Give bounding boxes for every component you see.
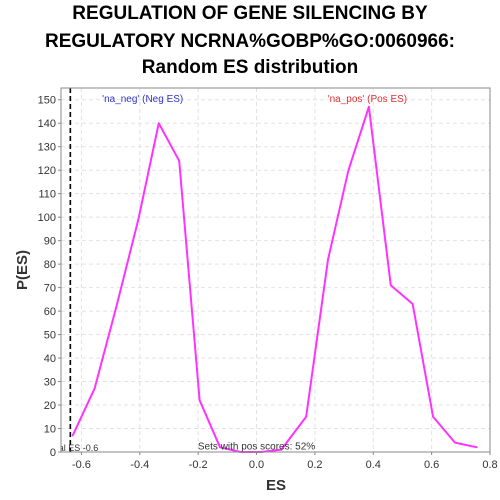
y-tick-label: 110 [38,189,56,201]
grid-layer [61,88,491,453]
x-tick-label: 0.0 [249,459,264,471]
x-tick-label: 0.2 [307,459,322,471]
y-tick-label: 70 [44,283,56,295]
x-tick-label: -0.2 [189,459,208,471]
x-tick-label: 0.4 [366,459,381,471]
y-tick-label: 140 [38,118,56,130]
chart-annotation: Sets with pos scores: 52% [198,442,315,453]
data-point [411,303,414,305]
series-layer [71,105,478,453]
data-point [198,399,201,402]
data-point [93,387,96,390]
data-point [71,434,74,437]
chart-title-line-1: REGULATION OF GENE SILENCING BY [72,3,428,24]
chart-title-line-3: Random ES distribution [141,57,359,78]
y-tick-label: 20 [44,400,56,412]
y-tick-label: 0 [50,447,56,459]
chart-annotation: 'na_neg' (Neg ES) [102,94,183,105]
y-tick-label: 10 [44,424,56,436]
data-point [178,159,181,162]
x-tick-label: 0.6 [424,459,439,471]
x-axis-label: ES [266,477,286,494]
y-tick-label: 150 [38,95,56,107]
y-axis-label: P(ES) [14,250,31,290]
data-point [389,284,392,287]
data-point [280,448,283,451]
y-tick-label: 120 [38,165,56,177]
plot-area-border [60,87,491,453]
data-point [432,415,434,418]
data-point [347,169,350,172]
x-tick-label: -0.4 [130,459,149,471]
y-tick-label: 50 [44,330,56,342]
data-point [367,105,370,108]
annotation-layer: 'na_neg' (Neg ES) 'na_pos' (Pos ES) Sets w… [102,94,407,453]
x-tick-label: -0.6 [72,459,91,471]
x-tick-label: 0.8 [482,459,497,471]
chart-title-line-2: REGULATORY NCRNA%GOBP%GO:0060966: [44,31,455,52]
data-point [137,218,140,221]
data-point [115,305,118,308]
reference-line-layer: al ES -0.6 [59,88,99,453]
plot-area-background [61,88,490,452]
data-point [157,122,160,125]
y-tick-label: 80 [44,259,56,271]
chart-annotation: 'na_pos' (Pos ES) [328,94,407,105]
y-tick-label: 40 [44,353,56,365]
y-tick-label: 100 [38,212,56,224]
data-point [219,446,221,449]
data-point [454,441,456,444]
y-tick-label: 60 [44,306,56,318]
y-tick-label: 30 [44,377,56,389]
axis-layer: 0 10 20 30 40 50 60 70 80 90 100 110 120 130 140 150 -0.… [38,95,498,471]
data-point [327,258,329,261]
y-tick-label: 130 [38,142,56,154]
data-point [305,415,308,418]
actual-es-label: al ES -0.6 [59,443,99,453]
data-point [475,446,478,449]
y-tick-label: 90 [44,236,56,248]
es-distribution-line [71,105,478,453]
